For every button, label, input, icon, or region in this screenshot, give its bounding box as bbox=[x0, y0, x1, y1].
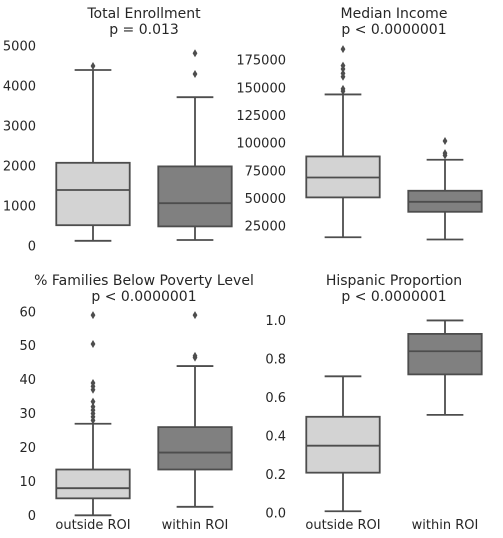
y-tick-label: 0.0 bbox=[265, 507, 286, 522]
y-tick-label: 60 bbox=[19, 305, 36, 320]
y-tick-label: 2000 bbox=[3, 160, 36, 175]
y-tick-label: 25000 bbox=[245, 220, 286, 235]
outlier-point bbox=[340, 45, 346, 54]
y-tick-label: 0.8 bbox=[265, 352, 286, 367]
x-tick-label: within ROI bbox=[412, 518, 479, 533]
y-tick-label: 5000 bbox=[3, 40, 36, 55]
outlier-point bbox=[90, 62, 96, 70]
box-within-roi bbox=[157, 311, 233, 508]
y-tick-label: 100000 bbox=[236, 137, 286, 152]
box-outside-roi bbox=[55, 311, 131, 517]
y-tick-label: 50 bbox=[19, 339, 36, 354]
box-within-roi bbox=[157, 49, 233, 241]
y-tick-label: 125000 bbox=[236, 109, 286, 124]
y-tick-label: 175000 bbox=[236, 54, 286, 69]
subplot-title: Hispanic Proportion bbox=[326, 273, 462, 289]
outlier-point bbox=[192, 311, 198, 320]
iqr-box bbox=[305, 415, 381, 474]
box-within-roi bbox=[407, 136, 483, 241]
outlier-point bbox=[192, 351, 198, 360]
subplot-p-value: p < 0.0000001 bbox=[91, 289, 196, 305]
iqr-box bbox=[157, 165, 233, 228]
y-tick-label: 75000 bbox=[245, 164, 286, 179]
subplot-title: % Families Below Poverty Level bbox=[34, 273, 254, 289]
outlier-point bbox=[90, 379, 96, 388]
box-outside-roi bbox=[305, 375, 381, 513]
outlier-point bbox=[192, 70, 198, 78]
y-tick-label: 1.0 bbox=[265, 314, 286, 329]
y-tick-label: 0 bbox=[28, 240, 36, 255]
y-tick-label: 0.6 bbox=[265, 391, 286, 406]
iqr-box bbox=[407, 333, 483, 376]
y-tick-label: 30 bbox=[19, 407, 36, 422]
subplot-p-value: p < 0.0000001 bbox=[341, 22, 446, 38]
outlier-point bbox=[90, 402, 96, 411]
y-tick-label: 20 bbox=[19, 441, 36, 456]
box-within-roi bbox=[407, 319, 483, 416]
outlier-point bbox=[90, 311, 96, 320]
y-tick-label: 0 bbox=[28, 509, 36, 524]
x-tick-label: outside ROI bbox=[55, 518, 130, 533]
y-tick-label: 3000 bbox=[3, 120, 36, 135]
x-tick-label: outside ROI bbox=[305, 518, 380, 533]
y-tick-label: 4000 bbox=[3, 80, 36, 95]
outlier-point bbox=[340, 84, 346, 93]
subplot-p-value: p < 0.0000001 bbox=[341, 289, 446, 305]
outlier-point bbox=[340, 61, 346, 70]
y-tick-label: 40 bbox=[19, 373, 36, 388]
outlier-point bbox=[442, 149, 448, 158]
y-tick-label: 50000 bbox=[245, 192, 286, 207]
outlier-point bbox=[192, 49, 198, 58]
y-tick-label: 10 bbox=[19, 475, 36, 490]
iqr-box bbox=[55, 161, 131, 227]
y-tick-label: 0.4 bbox=[265, 430, 286, 445]
x-tick-label: within ROI bbox=[162, 518, 229, 533]
iqr-box bbox=[55, 468, 131, 500]
outlier-point bbox=[90, 397, 96, 406]
outlier-point bbox=[340, 69, 346, 78]
y-tick-label: 150000 bbox=[236, 81, 286, 96]
box-outside-roi bbox=[55, 62, 131, 242]
subplot-p-value: p = 0.013 bbox=[109, 22, 179, 38]
subplot-title: Total Enrollment bbox=[86, 6, 201, 22]
iqr-box bbox=[157, 426, 233, 471]
outlier-point bbox=[90, 340, 96, 349]
outlier-point bbox=[442, 136, 448, 145]
y-tick-label: 1000 bbox=[3, 200, 36, 215]
y-tick-label: 0.2 bbox=[265, 468, 286, 483]
subplot-title: Median Income bbox=[341, 6, 448, 22]
box-outside-roi bbox=[305, 45, 381, 239]
